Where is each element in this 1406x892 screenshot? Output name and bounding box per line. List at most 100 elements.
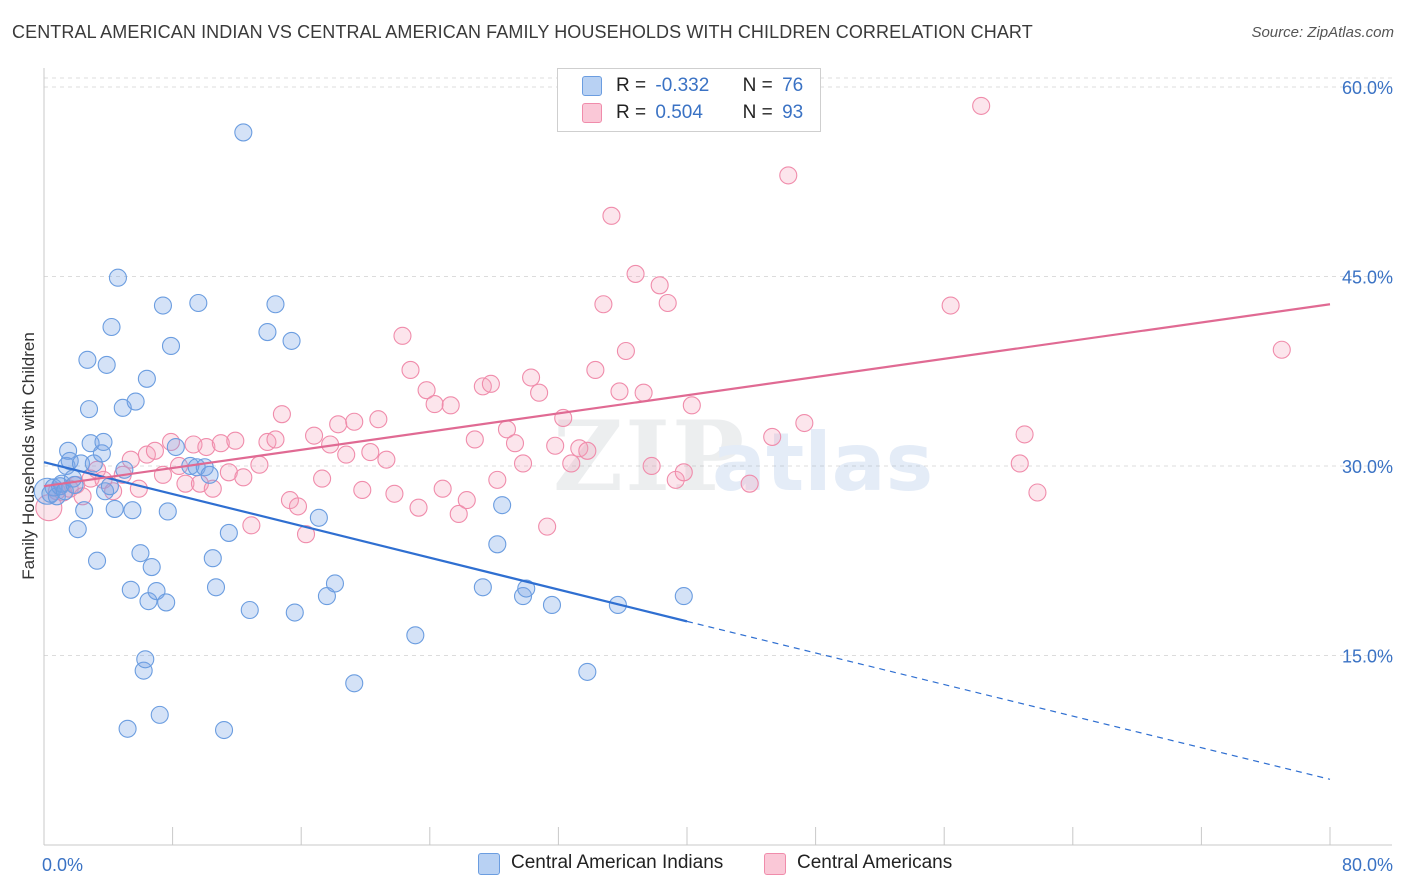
point-central-americans xyxy=(972,96,991,115)
point-central-american-indians xyxy=(542,595,562,615)
point-central-americans xyxy=(272,405,291,424)
y-axis-label: Family Households with Children xyxy=(19,332,38,580)
point-central-american-indians xyxy=(65,475,84,494)
point-central-americans xyxy=(488,470,507,489)
point-central-american-indians xyxy=(92,444,111,463)
x-tick-label: 0.0% xyxy=(42,855,83,875)
point-central-american-indians xyxy=(493,496,512,515)
y-tick-label: 30.0% xyxy=(1342,457,1393,477)
chart-title: CENTRAL AMERICAN INDIAN VS CENTRAL AMERI… xyxy=(12,22,1033,42)
legend-r-label: R = xyxy=(616,102,647,123)
point-central-americans xyxy=(361,443,380,462)
point-central-american-indians xyxy=(153,296,173,315)
point-central-americans xyxy=(941,296,960,315)
point-central-american-indians xyxy=(214,720,234,740)
point-central-american-indians xyxy=(285,603,304,622)
point-central-americans xyxy=(674,463,693,482)
point-central-americans xyxy=(161,432,181,452)
point-central-americans xyxy=(377,450,396,469)
point-central-americans xyxy=(425,395,444,414)
point-central-american-indians xyxy=(118,719,137,738)
point-central-american-indians xyxy=(137,369,156,388)
series-central-american-indians xyxy=(33,123,693,740)
point-central-americans xyxy=(1028,483,1047,502)
point-central-americans xyxy=(250,455,269,474)
point-central-americans xyxy=(203,479,222,498)
x-tick-label: 80.0% xyxy=(1342,855,1393,875)
y-tick-label: 60.0% xyxy=(1342,78,1393,98)
point-central-americans xyxy=(505,434,525,453)
point-central-american-indians xyxy=(161,336,181,356)
point-central-americans xyxy=(763,427,782,446)
point-central-american-indians xyxy=(309,508,328,527)
point-central-americans xyxy=(145,441,164,460)
point-central-american-indians xyxy=(79,400,99,419)
point-central-american-indians xyxy=(68,520,87,539)
point-central-american-indians xyxy=(131,544,150,563)
legend-r-value: -0.332 xyxy=(655,75,710,96)
point-central-americans xyxy=(594,295,613,314)
trendline-indians-solid xyxy=(43,461,688,623)
point-central-american-indians xyxy=(578,662,597,681)
legend-label: Central American Indians xyxy=(511,852,724,873)
point-central-american-indians xyxy=(158,502,177,521)
point-central-american-indians xyxy=(166,437,185,457)
watermark: ZIP atlas xyxy=(553,400,933,513)
point-central-americans xyxy=(385,484,404,503)
point-central-americans xyxy=(1272,340,1291,359)
point-central-american-indians xyxy=(123,501,142,520)
point-central-american-indians xyxy=(240,600,259,620)
point-central-americans xyxy=(242,516,261,535)
trend-lines xyxy=(43,303,1331,780)
point-central-americans xyxy=(121,450,140,469)
point-central-americans xyxy=(779,166,798,185)
series-central-americans xyxy=(35,96,1291,544)
point-central-americans xyxy=(288,497,308,516)
point-central-americans xyxy=(266,430,285,449)
point-central-american-indians xyxy=(473,578,492,597)
point-central-american-indians xyxy=(126,392,145,411)
trendline-indians-dashed xyxy=(686,620,1331,780)
point-central-american-indians xyxy=(325,574,345,593)
point-central-americans xyxy=(740,474,759,493)
point-central-american-indians xyxy=(282,331,301,350)
point-central-americans xyxy=(329,415,348,434)
legend-n-label: N = xyxy=(742,75,773,96)
point-central-americans xyxy=(610,382,629,401)
point-central-americans xyxy=(530,383,549,402)
point-central-americans xyxy=(1015,425,1034,444)
point-central-americans xyxy=(1010,454,1029,473)
point-central-american-indians xyxy=(200,465,219,484)
point-central-american-indians xyxy=(219,523,238,542)
point-central-americans xyxy=(211,434,230,453)
point-central-americans xyxy=(634,383,653,402)
point-central-american-indians xyxy=(94,432,113,452)
point-central-americans xyxy=(449,504,468,524)
point-central-american-indians xyxy=(266,295,285,314)
grid-lines xyxy=(44,77,1392,656)
point-central-american-indians xyxy=(674,587,693,606)
legend-r-value: 0.504 xyxy=(655,102,703,123)
point-central-americans xyxy=(176,474,195,493)
point-central-american-indians xyxy=(203,549,222,568)
point-central-american-indians xyxy=(87,551,107,570)
point-central-american-indians xyxy=(517,579,536,598)
point-central-americans xyxy=(602,206,621,225)
point-central-american-indians xyxy=(134,661,153,680)
point-central-american-indians xyxy=(234,123,253,142)
point-central-americans xyxy=(401,360,420,380)
point-central-americans xyxy=(650,276,669,295)
point-central-american-indians xyxy=(406,626,425,645)
point-central-americans xyxy=(313,469,332,488)
legend-swatch-blue xyxy=(478,853,500,875)
point-central-americans xyxy=(616,341,635,361)
point-central-americans xyxy=(369,410,388,429)
point-central-american-indians xyxy=(136,650,155,669)
point-central-american-indians xyxy=(345,674,364,693)
legend-n-label: N = xyxy=(742,102,773,123)
axes xyxy=(43,68,1392,846)
point-central-americans xyxy=(409,498,428,517)
legend-swatch-pink xyxy=(764,853,786,875)
legend-n-value: 93 xyxy=(782,102,804,123)
point-central-americans xyxy=(626,264,645,283)
